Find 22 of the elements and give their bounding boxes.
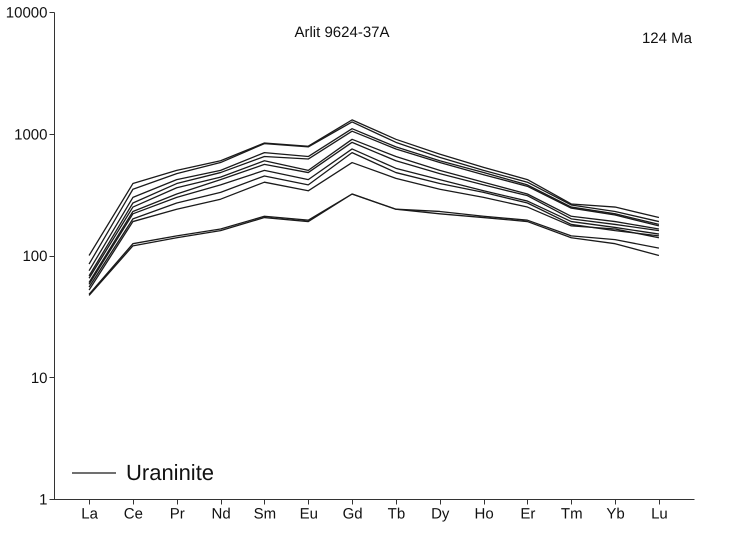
x-tick-label: Sm — [254, 506, 276, 522]
x-tick-label: Er — [520, 506, 536, 522]
x-tick-label: La — [81, 506, 99, 522]
x-tick-label: Pr — [170, 506, 185, 522]
x-tick-label: Eu — [300, 506, 318, 522]
x-tick-label: Ho — [474, 506, 494, 522]
y-tick-label: 100 — [22, 248, 48, 265]
y-tick-label: 1 — [39, 492, 48, 508]
y-tick-label: 10 — [30, 370, 48, 387]
x-tick-label: Nd — [211, 506, 231, 522]
x-tick-label: Tm — [560, 506, 583, 522]
x-tick-label: Yb — [606, 506, 625, 522]
x-tick-label: Gd — [342, 506, 363, 522]
x-tick-label: Ce — [124, 506, 143, 522]
y-tick-label: 10000 — [6, 4, 48, 22]
annotation: 124 Ma — [642, 30, 693, 47]
y-tick-label: 1000 — [14, 126, 48, 144]
x-tick-label: Tb — [388, 506, 406, 522]
annotation: Arlit 9624-37A — [294, 24, 390, 41]
x-tick-label: Lu — [651, 506, 668, 522]
x-tick-label: Dy — [431, 506, 450, 522]
legend-label: Uraninite — [126, 460, 214, 485]
